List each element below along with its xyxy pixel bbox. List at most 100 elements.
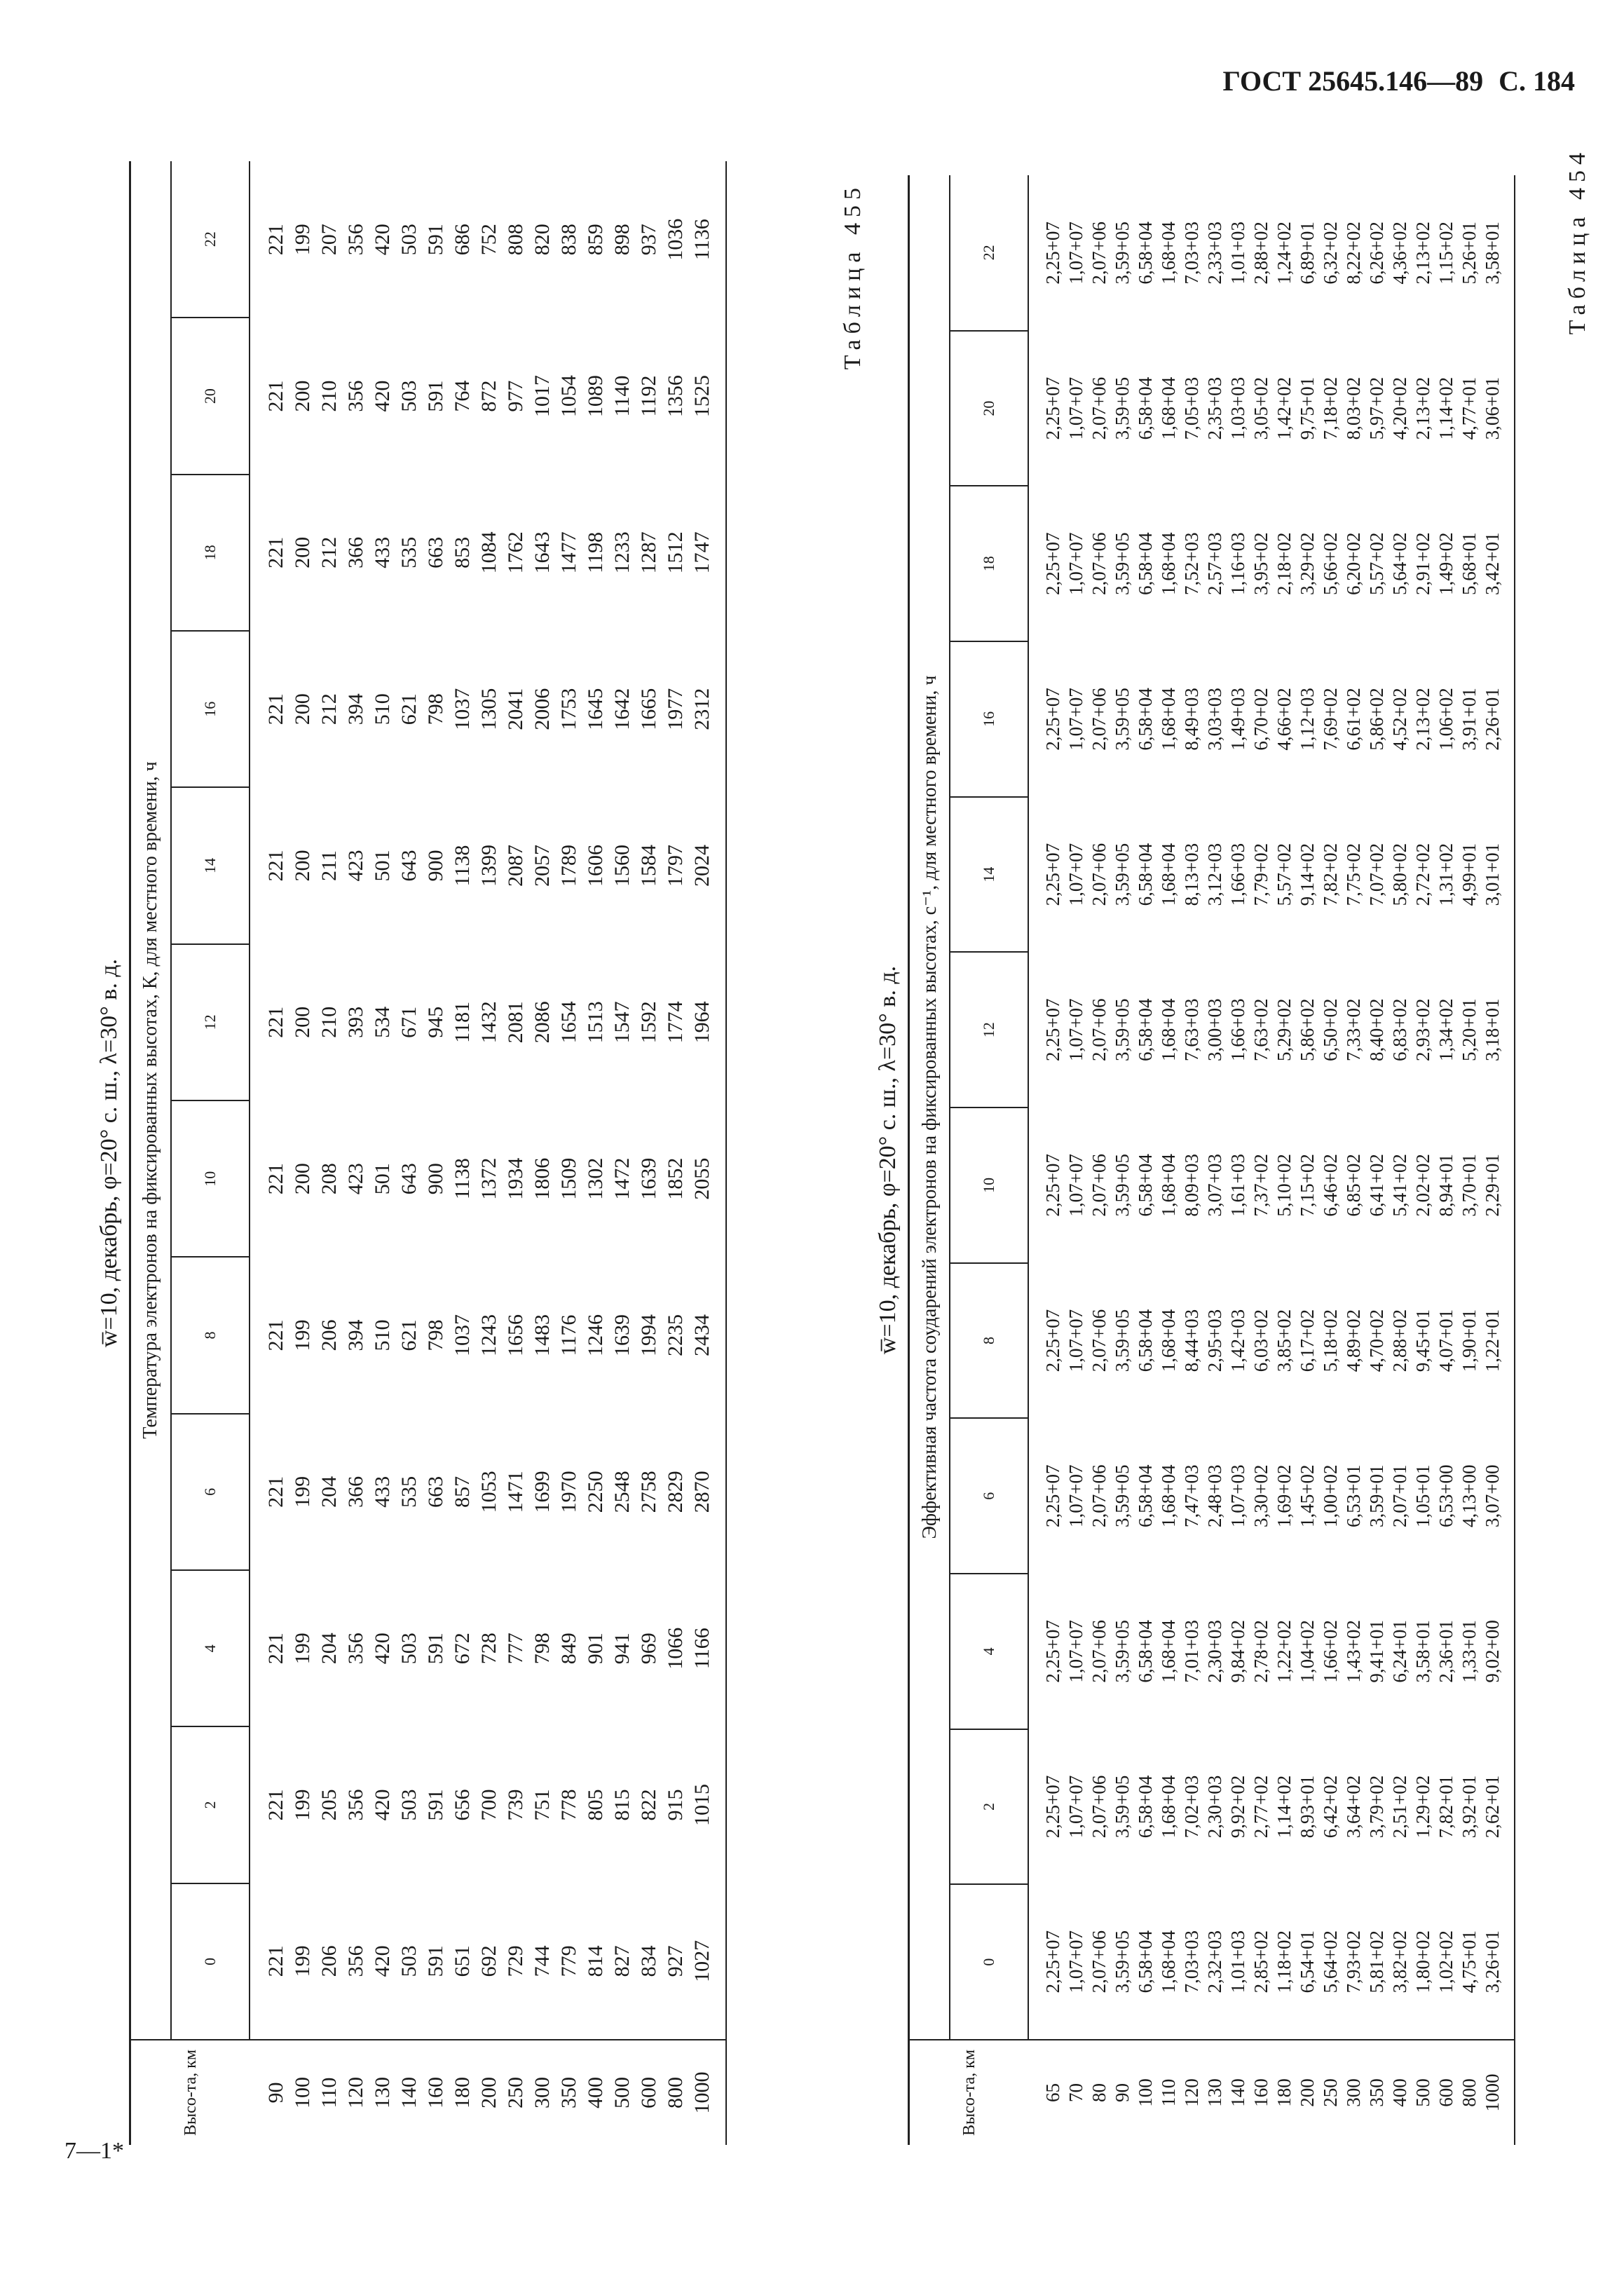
value-cell: 7,03+03 [1181, 222, 1202, 285]
value-cell: 9,14+02 [1297, 843, 1318, 906]
value-cell: 2,07+06 [1089, 376, 1110, 440]
height-cell: 120 [1180, 2040, 1203, 2145]
hour-header: 8 [171, 1257, 250, 1414]
value-cell: 591 [424, 380, 447, 412]
value-cell: 5,57+02 [1274, 843, 1295, 906]
value-cell: 7,63+03 [1181, 998, 1202, 1061]
hour-header: 12 [950, 952, 1028, 1108]
value-cell: 4,13+00 [1459, 1464, 1480, 1527]
value-cell: 2057 [531, 845, 554, 887]
value-cell: 1483 [531, 1314, 554, 1357]
hour-header: 4 [950, 1574, 1028, 1729]
value-cell: 2,57+03 [1204, 532, 1225, 596]
table-row: 1000 1027 1015 1166 2870 2434 2055 1964 2024 2312… [689, 161, 726, 2145]
value-cell: 7,15+02 [1297, 1154, 1318, 1217]
value-cell: 204 [318, 1476, 341, 1508]
value-cell: 1036 [664, 218, 687, 261]
table-row: 100 6,58+04 6,58+04 6,58+04 6,58+04 6,58+04 6,… [1134, 175, 1157, 2145]
value-cell: 898 [610, 224, 634, 256]
value-cell: 1525 [689, 318, 726, 475]
value-cell: 221 [264, 1945, 287, 1977]
value-cell: 663 [424, 536, 447, 568]
value-cell: 2235 [664, 1314, 687, 1357]
value-cell: 1,66+03 [1227, 998, 1248, 1061]
value-cell: 3,03+03 [1204, 688, 1225, 751]
value-cell: 5,20+01 [1459, 998, 1480, 1061]
value-cell: 1789 [557, 845, 580, 887]
value-cell: 1037 [451, 1314, 474, 1357]
value-cell: 1774 [664, 1001, 687, 1044]
table-row: 350 779 778 849 1970 1176 1509 1654 1789 1753 1477… [556, 161, 582, 2145]
value-cell: 1432 [477, 1001, 500, 1044]
height-cell: 1000 [689, 2040, 726, 2145]
value-cell: 3,06+01 [1481, 330, 1515, 486]
value-cell: 3,85+02 [1274, 1309, 1295, 1372]
value-cell: 2,25+07 [1042, 1620, 1063, 1683]
value-cell: 221 [264, 1163, 287, 1195]
value-cell: 5,10+02 [1274, 1154, 1295, 1217]
value-cell: 1,15+02 [1435, 222, 1456, 285]
value-cell: 200 [291, 1163, 314, 1195]
value-cell: 2,25+07 [1042, 1309, 1063, 1372]
value-cell: 8,13+03 [1181, 843, 1202, 906]
hour-header: 2 [171, 1726, 250, 1883]
value-cell: 1643 [531, 531, 554, 574]
value-cell: 857 [451, 1476, 474, 1508]
value-cell: 5,68+01 [1459, 532, 1480, 596]
height-cell: 70 [1065, 2040, 1088, 2145]
hour-header: 16 [950, 641, 1028, 797]
value-cell: 1,45+02 [1297, 1464, 1318, 1527]
page-header: ГОСТ 25645.146—89 С. 184 [1207, 64, 1575, 97]
table-row: 120 7,03+03 7,02+03 7,01+03 7,47+03 8,44+03 8,… [1180, 175, 1203, 2145]
value-cell: 221 [264, 1319, 287, 1351]
table-row: 500 827 815 941 2548 1639 1472 1547 1560 1642 1233… [609, 161, 636, 2145]
value-cell: 199 [291, 224, 314, 256]
value-cell: 7,01+03 [1181, 1620, 1202, 1683]
value-cell: 394 [344, 1319, 367, 1351]
value-cell: 6,58+04 [1135, 1775, 1156, 1839]
value-cell: 1,42+02 [1274, 376, 1295, 440]
data-table: Высо-та, км Температура электронов на фик… [129, 161, 727, 2145]
value-cell: 200 [291, 1006, 314, 1038]
table-row: 70 1,07+07 1,07+07 1,07+07 1,07+07 1,07+07 1,0… [1065, 175, 1088, 2145]
hour-header: 10 [950, 1108, 1028, 1263]
value-cell: 1639 [637, 1157, 660, 1200]
value-cell: 5,64+02 [1320, 1930, 1341, 1994]
value-cell: 2,25+07 [1042, 1154, 1063, 1217]
table-row: 130 420 420 420 433 510 501 534 501 510 433 420 420 [369, 161, 396, 2145]
value-cell: 3,59+05 [1112, 688, 1133, 751]
value-cell: 672 [451, 1633, 474, 1665]
value-cell: 433 [371, 536, 394, 568]
hour-header: 12 [171, 943, 250, 1101]
value-cell: 356 [344, 1945, 367, 1977]
value-cell: 1192 [637, 375, 660, 417]
value-cell: 849 [557, 1633, 580, 1665]
value-cell: 1,43+02 [1343, 1620, 1364, 1683]
value-cell: 2006 [531, 688, 554, 730]
value-cell: 1,07+07 [1065, 1930, 1086, 1994]
value-cell: 1547 [610, 1001, 634, 1044]
value-cell: 199 [291, 1945, 314, 1977]
value-cell: 221 [264, 1633, 287, 1665]
value-cell: 5,66+02 [1320, 532, 1341, 596]
value-cell: 2,07+06 [1089, 1309, 1110, 1372]
value-cell: 798 [531, 1633, 554, 1665]
value-cell: 1,29+02 [1412, 1775, 1433, 1839]
value-cell: 207 [318, 224, 341, 256]
value-cell: 1,07+07 [1065, 688, 1086, 751]
value-cell: 5,57+02 [1366, 532, 1387, 596]
value-cell: 1,68+04 [1158, 532, 1179, 596]
value-cell: 3,59+05 [1112, 1464, 1133, 1527]
value-cell: 221 [264, 224, 287, 256]
value-cell: 6,61+02 [1343, 688, 1364, 751]
value-cell: 700 [477, 1789, 500, 1821]
value-cell: 1747 [689, 474, 726, 632]
value-cell: 1512 [664, 531, 687, 574]
hour-header: 4 [171, 1570, 250, 1727]
value-cell: 2,25+07 [1042, 1930, 1063, 1994]
value-cell: 9,75+01 [1297, 376, 1318, 440]
table-row: 180 651 656 672 857 1037 1138 1181 1138 1037 853 76… [449, 161, 476, 2145]
value-cell: 510 [371, 1319, 394, 1351]
row-header: Высо-та, км [130, 2040, 250, 2145]
